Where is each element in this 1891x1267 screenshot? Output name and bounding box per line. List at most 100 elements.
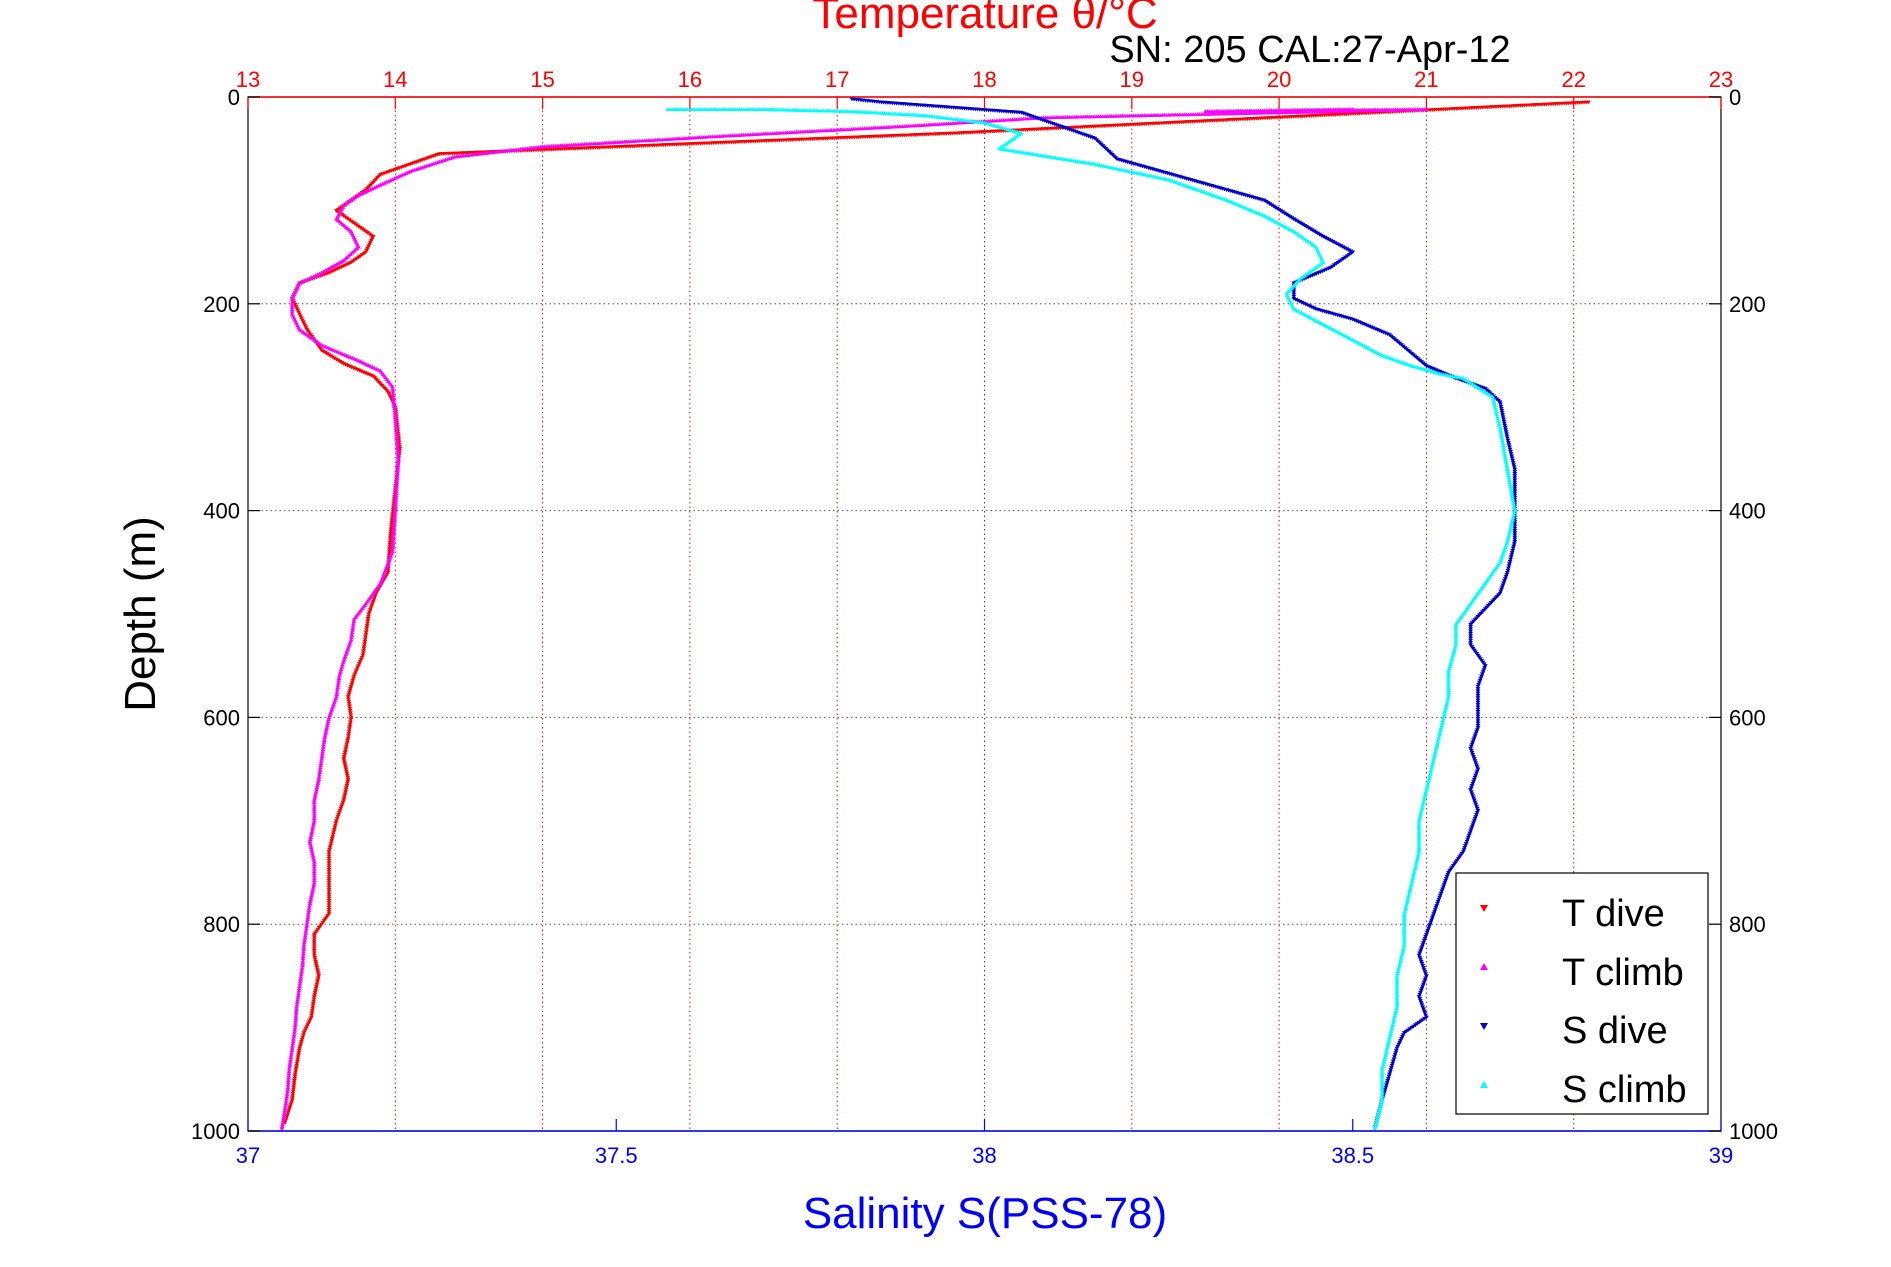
data-point — [1387, 1035, 1392, 1040]
data-point — [1391, 1015, 1397, 1020]
data-point — [1509, 551, 1515, 555]
data-point — [1389, 1026, 1395, 1031]
data-point — [392, 517, 398, 521]
data-point — [292, 1029, 297, 1034]
data-point — [1421, 968, 1427, 972]
data-point — [1446, 694, 1451, 699]
data-point — [309, 847, 315, 852]
data-point — [1471, 796, 1476, 801]
data-point — [1509, 519, 1515, 524]
data-point — [335, 815, 341, 819]
data-point — [363, 635, 368, 640]
data-point — [1390, 1020, 1396, 1025]
data-point — [335, 683, 341, 687]
data-point — [311, 946, 317, 951]
data-point — [309, 1011, 315, 1015]
data-point — [341, 755, 347, 759]
data-point — [1507, 530, 1512, 535]
data-point — [1506, 443, 1512, 448]
data-point — [316, 777, 322, 782]
data-point — [329, 839, 335, 843]
data-point — [1503, 430, 1509, 435]
data-point — [1443, 879, 1448, 883]
data-point — [341, 796, 347, 801]
data-point — [333, 819, 339, 823]
data-point — [1445, 698, 1450, 703]
data-point — [304, 924, 309, 929]
data-point — [1502, 579, 1507, 584]
data-point — [1507, 482, 1513, 487]
data-point — [1383, 1085, 1389, 1090]
data-point — [287, 1059, 293, 1064]
data-point — [289, 307, 295, 312]
data-point — [314, 783, 320, 788]
data-point — [299, 318, 305, 323]
series-t-dive — [282, 100, 1591, 1125]
data-point — [362, 639, 368, 644]
data-point — [307, 841, 313, 846]
data-point — [394, 486, 399, 491]
data-point — [314, 787, 319, 792]
data-point — [330, 834, 336, 839]
data-point — [1467, 831, 1473, 836]
data-point — [315, 970, 321, 974]
data-point — [1501, 445, 1506, 450]
data-point — [283, 1101, 289, 1106]
data-point — [1504, 462, 1510, 467]
data-point — [1401, 924, 1407, 929]
data-point — [1425, 783, 1430, 787]
data-point — [390, 536, 396, 541]
data-point — [340, 662, 345, 667]
data-point — [1495, 416, 1501, 421]
data-point — [303, 1027, 309, 1032]
data-point — [346, 729, 352, 734]
data-point — [1504, 573, 1510, 577]
data-point — [1394, 1000, 1400, 1005]
data-point — [283, 1103, 288, 1108]
data-point — [372, 595, 378, 600]
data-point — [1389, 1066, 1394, 1070]
data-point — [1397, 960, 1403, 965]
data-point — [1446, 668, 1451, 673]
data-point — [300, 961, 306, 965]
data-point — [1468, 748, 1474, 753]
data-point — [1399, 953, 1405, 958]
data-point — [1379, 1073, 1385, 1078]
data-point — [344, 784, 350, 788]
data-point — [311, 882, 317, 887]
data-point — [296, 310, 302, 315]
data-point — [294, 1007, 299, 1011]
data-point — [293, 1016, 299, 1021]
data-point — [1470, 823, 1476, 828]
data-point — [286, 1066, 292, 1071]
data-point — [1396, 1042, 1402, 1047]
data-point — [1471, 821, 1476, 826]
data-point — [392, 408, 398, 413]
data-point — [1479, 672, 1485, 677]
data-point — [1507, 447, 1513, 452]
data-point — [311, 802, 317, 807]
data-point — [1452, 644, 1458, 649]
data-point — [393, 499, 399, 504]
data-point — [1384, 1046, 1390, 1051]
data-point — [290, 1039, 296, 1043]
data-point — [394, 434, 400, 439]
data-point — [363, 633, 369, 637]
data-point — [1453, 642, 1459, 647]
data-point — [1385, 1044, 1390, 1049]
data-point — [392, 508, 398, 513]
data-point — [1440, 887, 1446, 892]
data-point — [1468, 641, 1473, 645]
tick-label-left: 200 — [203, 292, 240, 317]
legend-marker-s-dive — [1480, 1023, 1488, 1030]
data-point — [369, 236, 375, 241]
data-point — [1418, 1001, 1424, 1005]
data-point — [1472, 734, 1478, 739]
data-point — [1502, 577, 1508, 582]
data-point — [1501, 419, 1507, 424]
data-point — [391, 527, 397, 532]
data-point — [1421, 941, 1426, 946]
data-point — [318, 761, 324, 765]
data-point — [350, 623, 356, 628]
chart-title: Temperature θ/°C — [812, 0, 1157, 38]
